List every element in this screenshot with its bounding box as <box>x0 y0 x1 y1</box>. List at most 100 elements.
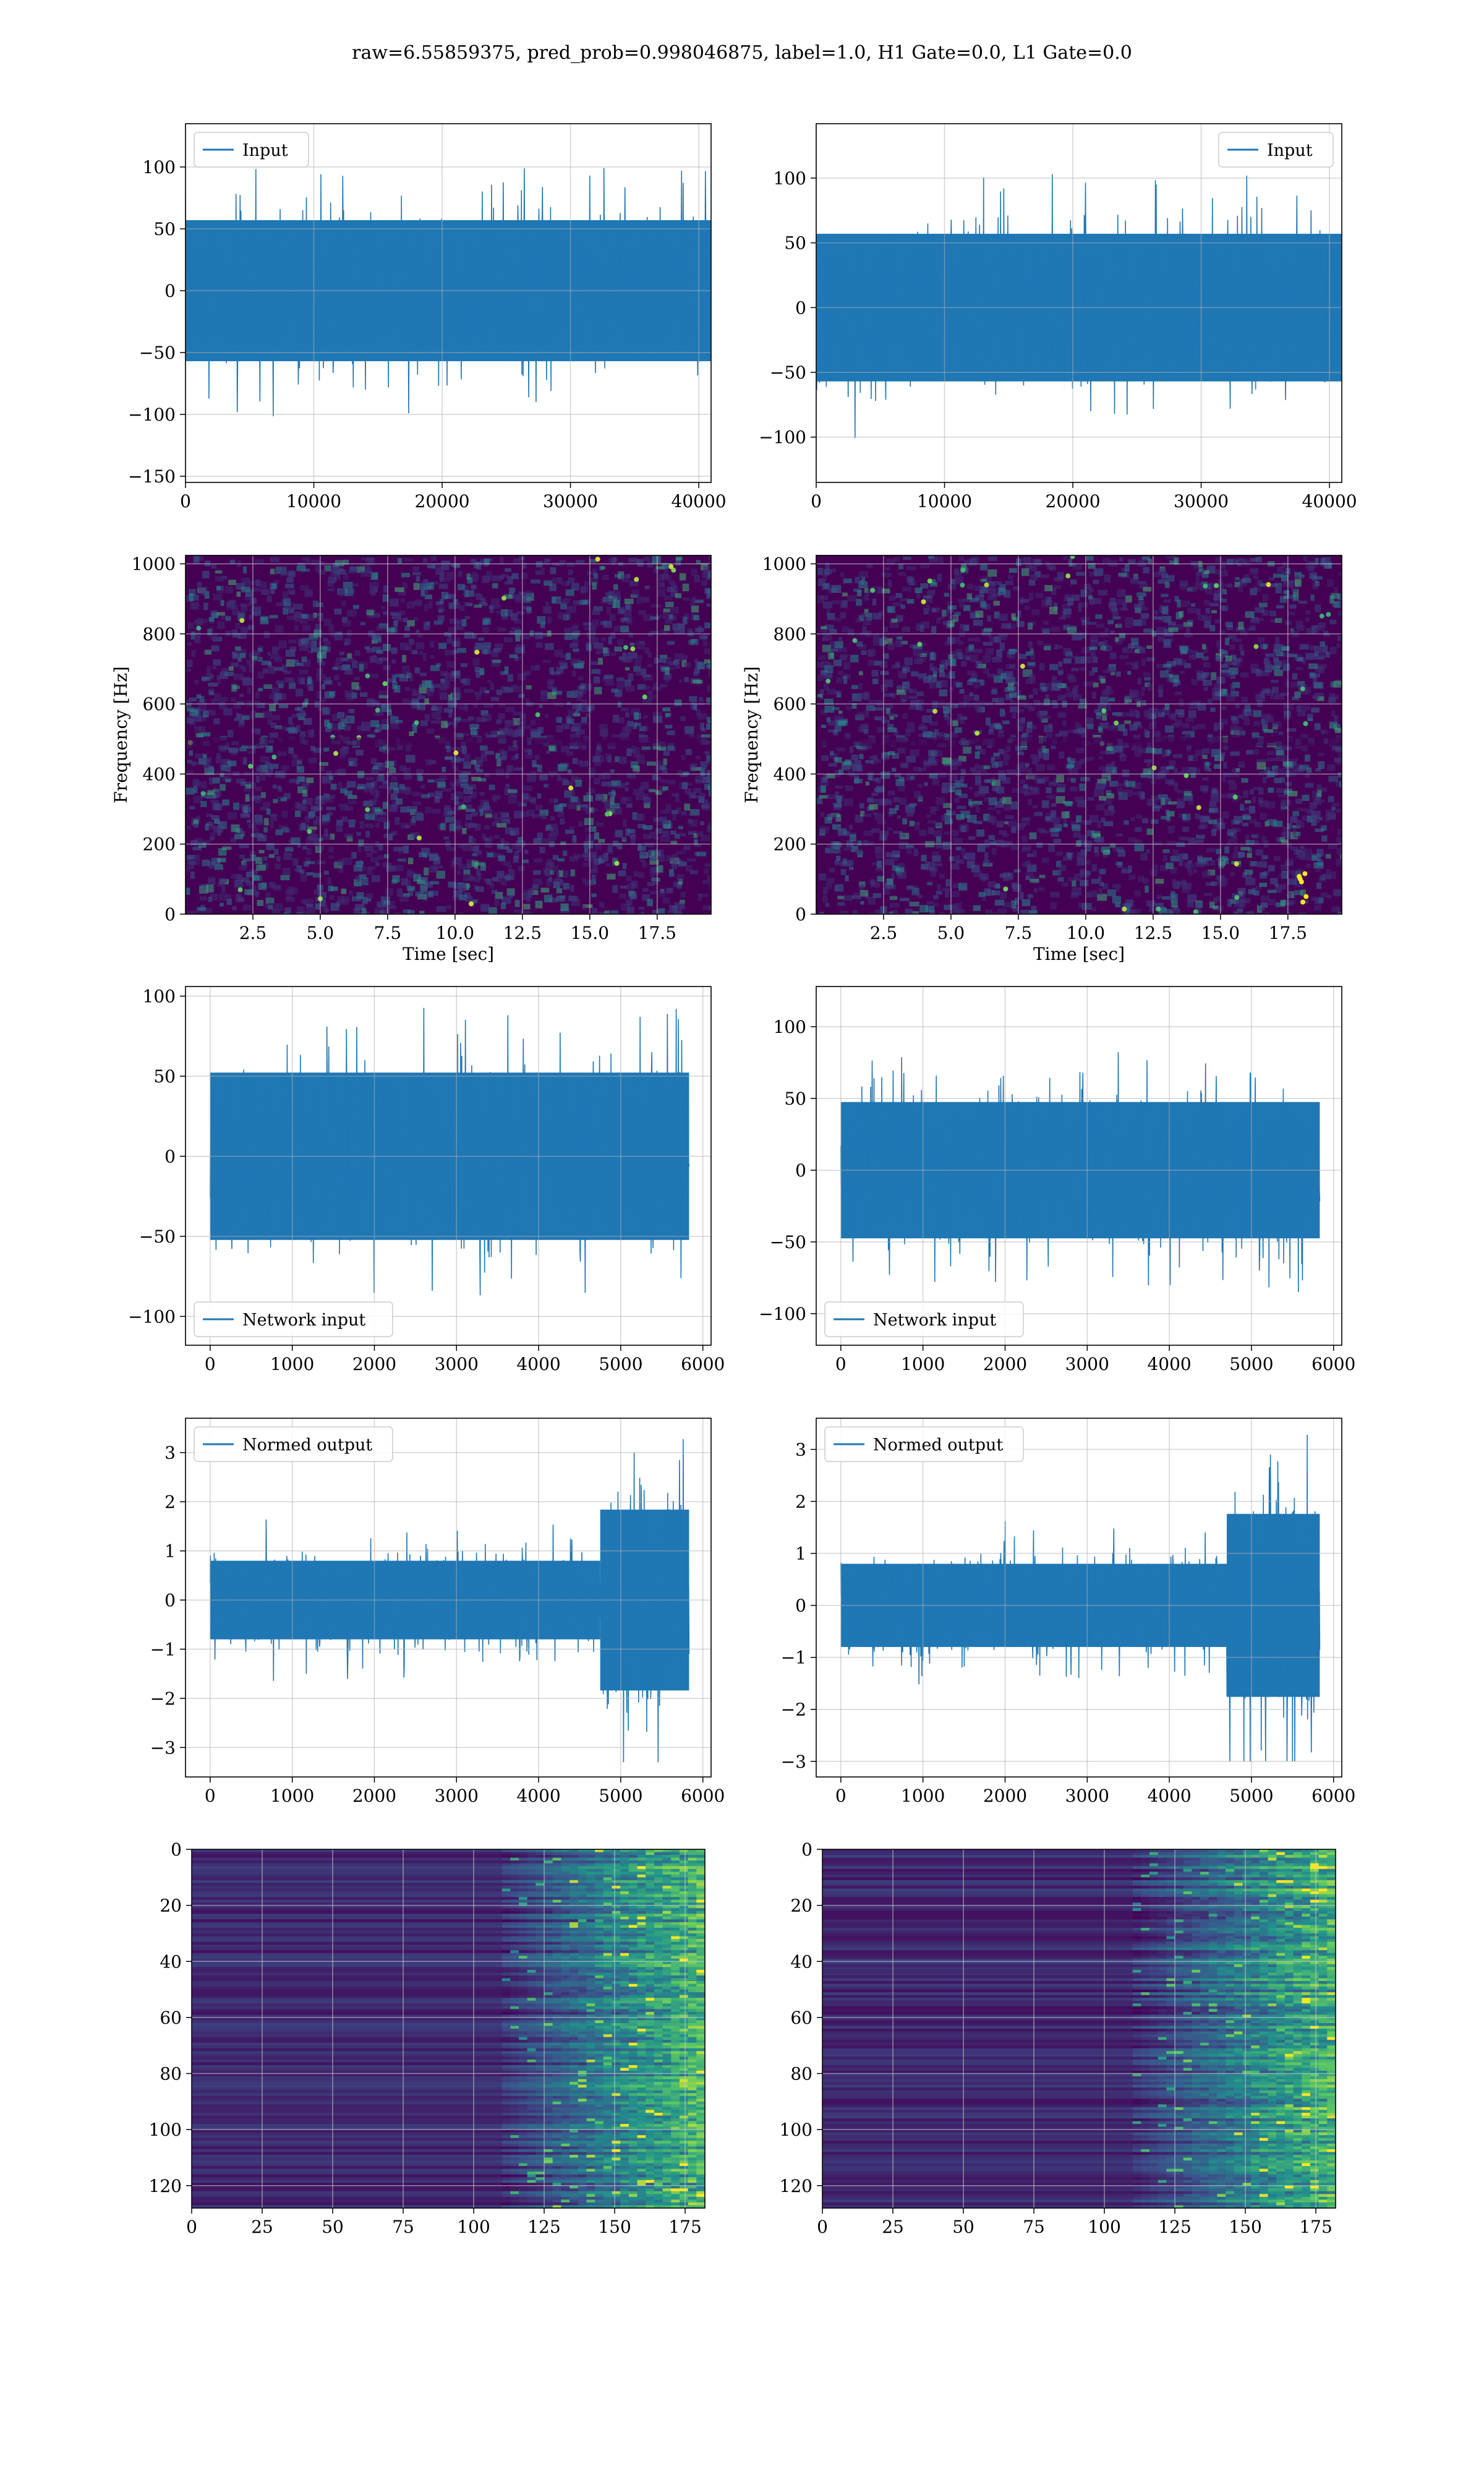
heatmap-cell <box>417 894 427 900</box>
heatmap-cell <box>1258 602 1268 607</box>
heatmap-cell <box>1179 836 1188 841</box>
heatmap-cell <box>458 747 464 753</box>
heatmap-cell <box>672 905 678 909</box>
heatmap-cell <box>307 832 313 840</box>
heatmap-cell <box>1278 732 1283 735</box>
heatmap-cell <box>944 662 948 670</box>
heatmap-cell <box>297 776 305 782</box>
heatmap-cell <box>1267 889 1277 893</box>
heatmap-cell <box>280 570 288 576</box>
heatmap-cell <box>953 568 960 575</box>
heatmap-cell <box>613 841 618 847</box>
heatmap-cell <box>348 795 357 799</box>
heatmap-cell <box>960 769 966 775</box>
heatmap-cell <box>590 773 595 778</box>
heatmap-cell <box>1153 610 1159 615</box>
heatmap-cell <box>560 602 567 610</box>
heatmap-cell <box>1080 589 1088 597</box>
heatmap-cell <box>498 713 505 720</box>
heatmap-cell <box>892 910 898 914</box>
heatmap-cell <box>1106 743 1113 751</box>
heatmap-cell <box>476 868 480 876</box>
heatmap-cell <box>974 763 979 768</box>
heatmap-cell <box>1206 583 1211 590</box>
heatmap-cell <box>594 858 601 865</box>
heatmap-cell <box>501 573 508 578</box>
heatmap-cell <box>537 793 542 799</box>
heatmap-cell <box>211 645 220 652</box>
heatmap-cell <box>672 813 676 821</box>
heatmap-cell <box>1124 820 1129 825</box>
heatmap-cell <box>895 640 903 648</box>
heatmap-cell <box>1239 899 1246 908</box>
heatmap-cell <box>858 644 866 649</box>
heatmap-cell <box>907 914 916 922</box>
heatmap-cell <box>265 768 273 774</box>
heatmap-cell <box>568 577 575 583</box>
heatmap-cell <box>1161 815 1170 820</box>
heatmap-cell <box>279 704 288 708</box>
heatmap-cell <box>324 719 330 727</box>
heatmap-cell <box>429 855 437 861</box>
heatmap-cell <box>374 908 384 914</box>
heatmap-cell <box>257 648 262 652</box>
heatmap-cell <box>495 892 503 899</box>
heatmap-cell <box>277 726 287 730</box>
heatmap-cell <box>1081 647 1091 654</box>
heatmap-cell <box>827 721 835 726</box>
heatmap-cell <box>627 906 635 914</box>
heatmap-cell <box>589 826 597 832</box>
heatmap-cell <box>658 582 665 588</box>
heatmap-cell <box>1172 909 1180 914</box>
heatmap-cell <box>1193 869 1198 873</box>
heatmap-cell <box>885 708 890 714</box>
heatmap-cell <box>493 648 501 653</box>
heatmap-cell <box>821 777 828 783</box>
heatmap-cell <box>1185 734 1191 740</box>
heatmap-cell <box>835 844 843 848</box>
heatmap-cell <box>320 899 326 907</box>
heatmap-cell <box>234 880 244 888</box>
heatmap-cell <box>1068 877 1077 882</box>
heatmap-cell <box>879 831 889 836</box>
heatmap-cell <box>239 603 248 607</box>
heatmap-cell <box>361 908 367 914</box>
heatmap-cell <box>269 693 276 700</box>
heatmap-cell <box>1146 748 1156 753</box>
heatmap-cell <box>341 888 347 894</box>
heatmap-cell <box>834 859 840 865</box>
heatmap-cell <box>558 871 568 878</box>
heatmap-cell <box>1005 580 1013 586</box>
heatmap-cell <box>897 815 902 819</box>
heatmap-cell <box>499 703 506 708</box>
heatmap-cell <box>194 636 201 644</box>
heatmap-cell <box>504 581 513 585</box>
heatmap-cell <box>497 870 505 879</box>
heatmap-cell <box>1132 743 1136 751</box>
heatmap-cell <box>446 905 452 910</box>
x-tick-label: 10.0 <box>436 923 474 943</box>
heatmap-cell <box>604 803 613 810</box>
heatmap-cell <box>242 666 247 672</box>
heatmap-cell <box>1340 685 1342 688</box>
heatmap-cell <box>1075 656 1085 664</box>
heatmap-cell <box>1237 559 1247 564</box>
heatmap-cell <box>273 667 283 671</box>
y-tick-label: −100 <box>759 427 806 448</box>
heatmap-cell <box>573 664 579 668</box>
heatmap-cell <box>829 629 837 634</box>
heatmap-cell <box>884 638 893 644</box>
heatmap-cell <box>300 678 305 685</box>
heatmap-cell <box>571 658 581 662</box>
heatmap-cell <box>511 627 520 630</box>
heatmap-cell <box>1062 856 1073 861</box>
heatmap-cell <box>1020 785 1028 794</box>
heatmap-cell <box>1337 636 1341 641</box>
heatmap-cell <box>465 813 472 821</box>
heatmap-cell <box>1190 603 1196 607</box>
heatmap-cell <box>1255 694 1265 702</box>
heatmap-cell <box>1030 653 1036 661</box>
heatmap-cell <box>230 837 237 843</box>
heatmap-cell <box>241 803 251 809</box>
heatmap-cell <box>487 680 492 683</box>
